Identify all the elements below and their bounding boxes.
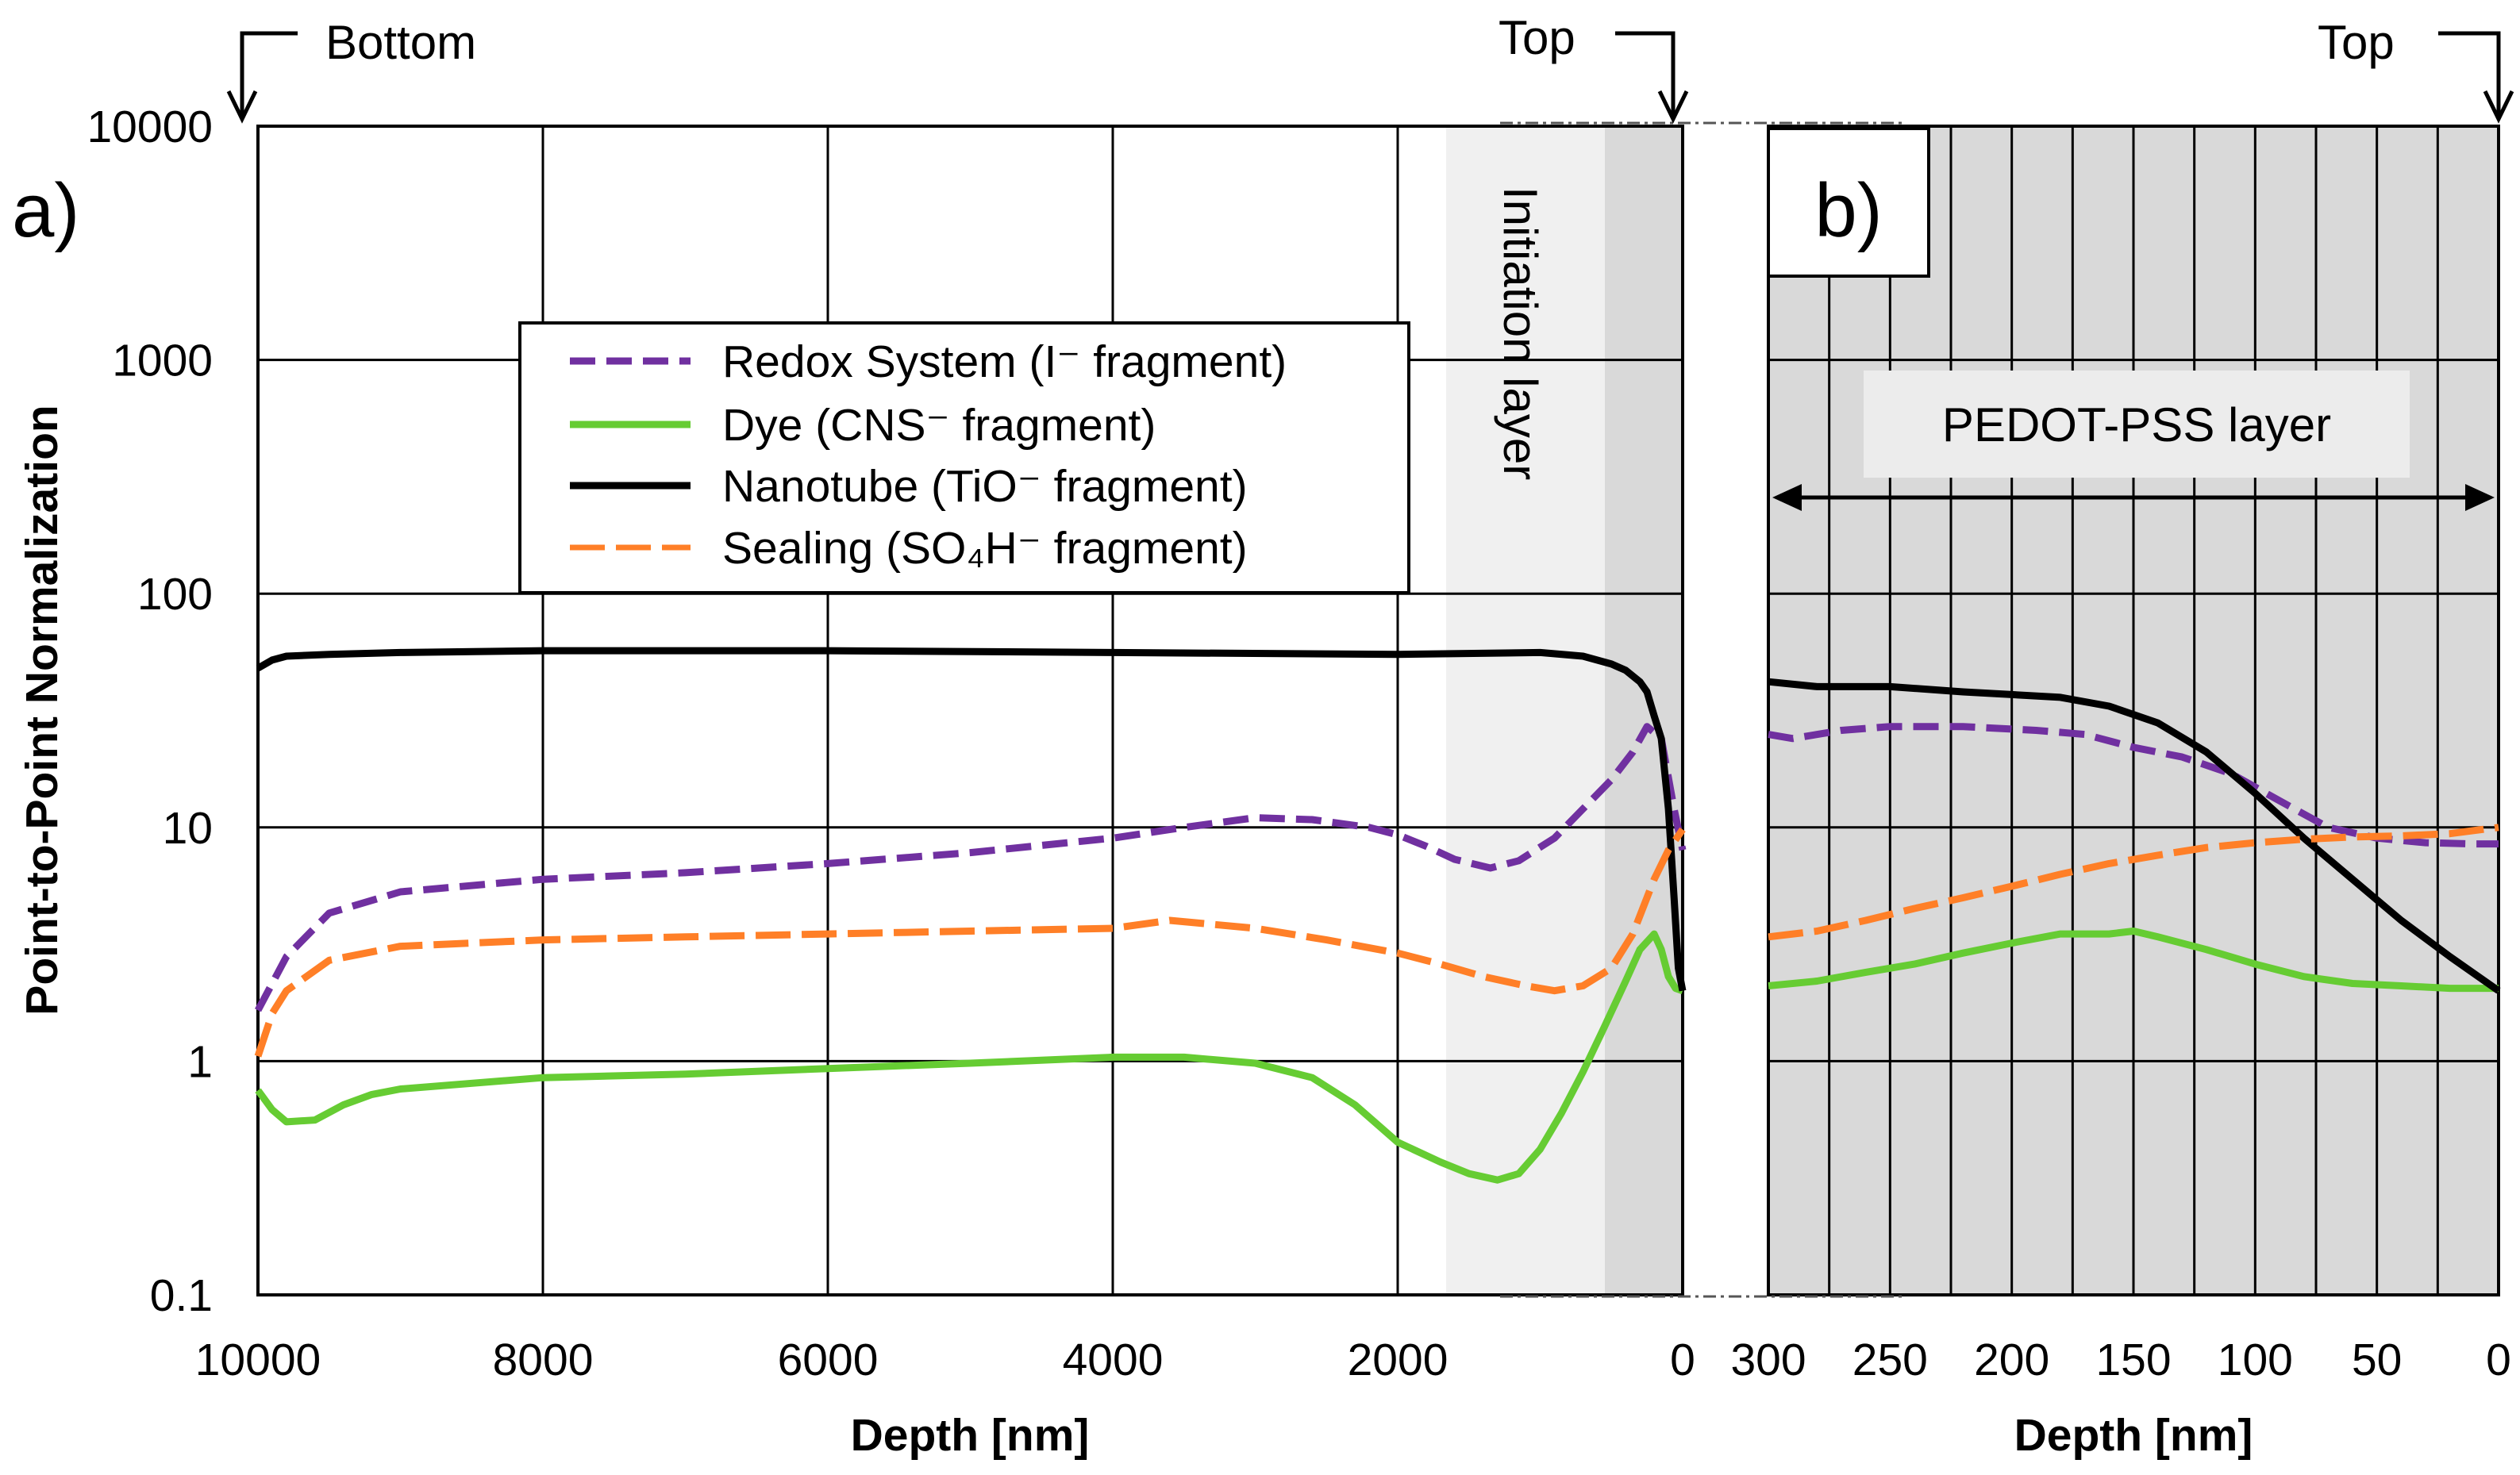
y-axis-title: Point-to-Point Normalization	[17, 405, 67, 1015]
top-arrow-a	[1615, 31, 1689, 124]
panel-b-label: b)	[1814, 168, 1882, 253]
panel-b-x-ticks: 300 250 200 150 100 50 0	[1730, 1335, 2510, 1385]
y-tick-label: 10000	[87, 102, 213, 152]
series-line-redox	[255, 723, 1687, 1012]
panel-b-border	[1767, 125, 2500, 1296]
panel-a-background	[258, 126, 1683, 1295]
y-tick-label: 1	[187, 1036, 213, 1087]
top-layer-region	[1605, 126, 1683, 1295]
panel-b-label-box	[1767, 127, 1930, 278]
x-tick-label: 200	[1974, 1335, 2049, 1385]
x-tick-label: 0	[2486, 1335, 2511, 1385]
series-line-nanotube	[256, 647, 1687, 992]
series-line-dye	[255, 930, 1684, 1184]
series-line-sealing	[1768, 824, 2499, 941]
pedot-pss-label: PEDOT-PSS layer	[1942, 398, 2331, 451]
legend-label-redox: Redox System (I⁻ fragment)	[722, 336, 1287, 387]
top-label-b: Top	[2318, 16, 2395, 69]
x-tick-label: 300	[1730, 1335, 1806, 1385]
panel-a-label: a)	[12, 168, 79, 253]
series-line-dye	[1768, 928, 2499, 993]
x-tick-label: 6000	[778, 1335, 879, 1385]
panel-a-x-ticks: 10000 8000 6000 4000 2000 0	[195, 1335, 1695, 1385]
x-tick-label: 150	[2095, 1335, 2171, 1385]
pedot-pss-label-box	[1864, 371, 2410, 478]
panel-a-y-ticks: 10000 1000 100 10 1 0.1	[87, 102, 213, 1321]
pedot-pss-double-arrow	[1772, 484, 2495, 511]
x-tick-label: 8000	[493, 1335, 594, 1385]
panel-b-series	[1768, 678, 2501, 994]
y-tick-label: 0.1	[150, 1270, 213, 1321]
x-tick-label: 50	[2352, 1335, 2402, 1385]
x-tick-label: 4000	[1063, 1335, 1164, 1385]
series-line-sealing	[254, 827, 1686, 1058]
legend: Redox System (I⁻ fragment) Dye (CNS⁻ fra…	[518, 321, 1410, 594]
series-line-nanotube	[1768, 678, 2501, 994]
initiation-layer-label: Initiation layer	[1494, 186, 1547, 480]
bottom-label: Bottom	[325, 16, 476, 69]
legend-label-sealing: Sealing (SO₄H⁻ fragment)	[722, 523, 1248, 574]
panel-a-border	[256, 125, 1684, 1296]
x-tick-label: 250	[1852, 1335, 1928, 1385]
x-tick-label: 10000	[195, 1335, 321, 1385]
y-tick-label: 1000	[112, 336, 213, 386]
panel-a-x-axis-title: Depth [nm]	[851, 1410, 1090, 1461]
panel-b-x-axis-title: Depth [nm]	[2014, 1410, 2253, 1461]
y-tick-label: 10	[163, 803, 213, 854]
x-tick-label: 2000	[1348, 1335, 1449, 1385]
legend-label-dye: Dye (CNS⁻ fragment)	[722, 400, 1156, 451]
top-arrow-b	[2438, 31, 2514, 124]
top-label-a: Top	[1499, 11, 1575, 64]
x-tick-label: 0	[1670, 1335, 1695, 1385]
panel-a-series	[254, 647, 1687, 1184]
x-tick-label: 100	[2218, 1335, 2293, 1385]
legend-label-nanotube: Nanotube (TiO⁻ fragment)	[722, 461, 1248, 512]
bottom-arrow	[226, 31, 298, 124]
y-tick-label: 100	[137, 569, 213, 620]
initiation-layer-region	[1446, 126, 1605, 1295]
